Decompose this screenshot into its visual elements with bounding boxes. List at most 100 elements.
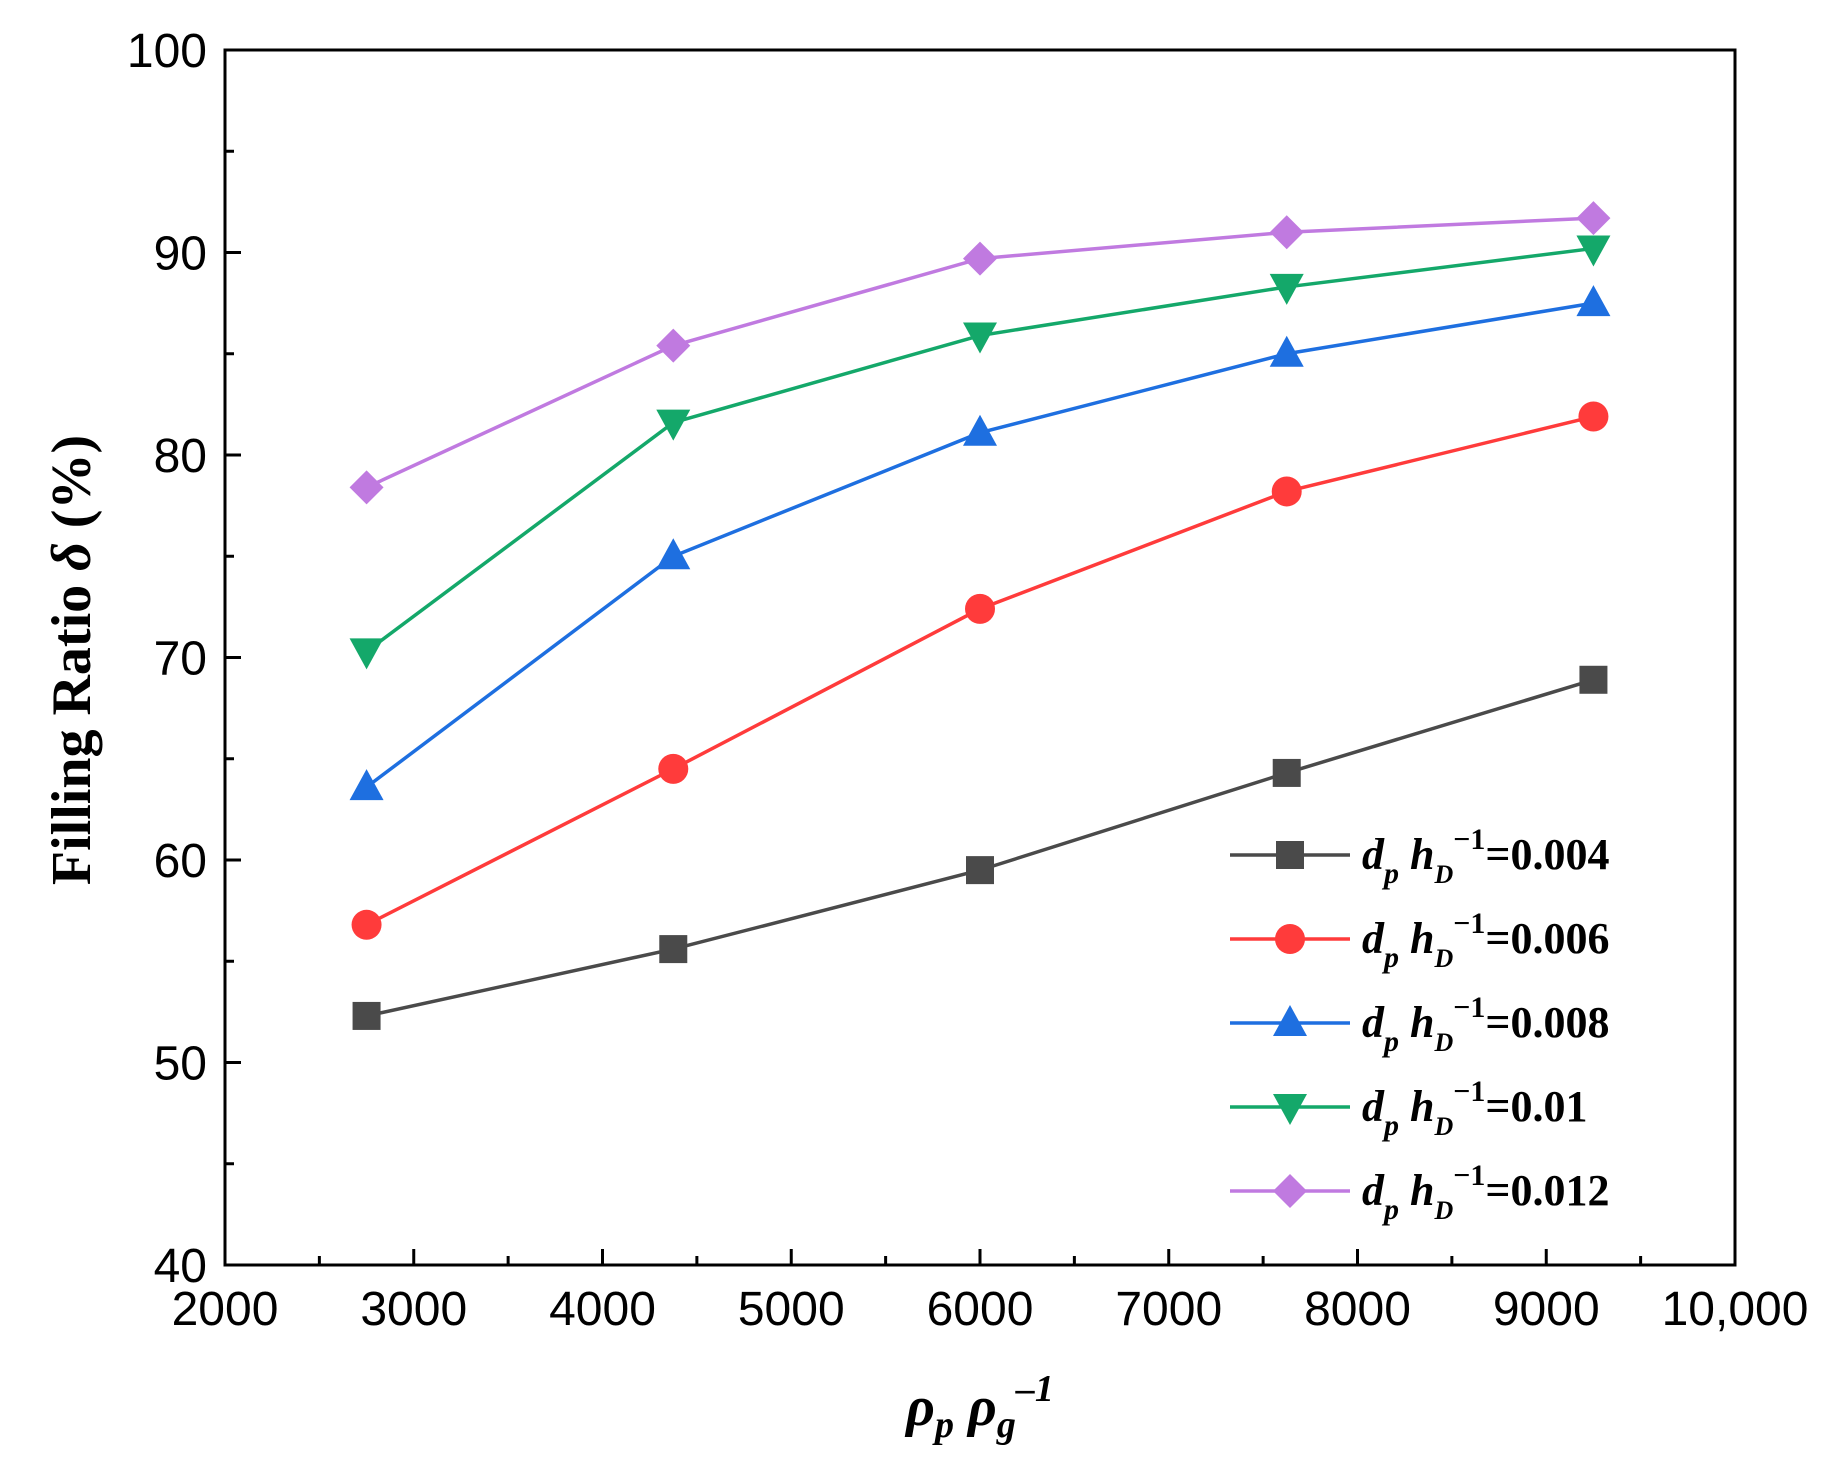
data-point (963, 322, 997, 354)
data-point (963, 241, 997, 276)
legend-sub-p: p (1381, 857, 1399, 890)
legend-sub-d: D (1433, 1028, 1453, 1057)
legend-var-h: h (1399, 830, 1434, 879)
legend-item: dp hD−1=0.008 (1230, 991, 1609, 1058)
legend-sub-d: D (1433, 1112, 1453, 1141)
x-tick-label: 4000 (549, 1283, 656, 1336)
series-line (365, 301, 1594, 789)
x-tick-label: 2000 (172, 1283, 279, 1336)
legend-item: dp hD−1=0.004 (1230, 823, 1609, 890)
legend-sup: −1 (1453, 823, 1485, 856)
x-tick-label: 3000 (360, 1283, 467, 1336)
data-point (349, 638, 384, 670)
legend-value: =0.004 (1485, 830, 1609, 879)
data-point (1576, 201, 1611, 236)
x-axis-title-sup: –1 (1015, 1368, 1054, 1410)
data-point (349, 769, 384, 801)
legend-sub-p: p (1381, 1109, 1399, 1142)
legend-marker (1273, 1094, 1307, 1125)
data-point (1272, 758, 1301, 787)
legend-var-h: h (1399, 1082, 1434, 1131)
legend-var-d: d (1362, 914, 1385, 963)
data-point (352, 1001, 381, 1030)
x-tick-label: 10,000 (1662, 1283, 1809, 1336)
y-tick-label: 90 (154, 228, 207, 281)
x-axis-title: ρp ρg–1 (904, 1368, 1054, 1446)
legend-sup: −1 (1453, 991, 1485, 1024)
data-point (656, 328, 691, 363)
legend-value: =0.01 (1485, 1082, 1587, 1131)
legend-marker (1273, 1005, 1307, 1036)
x-tick-label: 9000 (1493, 1283, 1600, 1336)
series-4 (349, 235, 1611, 670)
x-axis: 2000 3000 4000 5000 6000 7000 8000 9000 10,000 (172, 1249, 1809, 1336)
y-tick-label: 40 (154, 1240, 207, 1293)
data-point (1579, 665, 1608, 694)
legend-var-d: d (1362, 830, 1385, 879)
data-point (1271, 476, 1302, 507)
legend-var-h: h (1399, 998, 1434, 1047)
x-axis-title-sub-p: p (932, 1404, 954, 1446)
legend-sub-p: p (1381, 1193, 1399, 1226)
legend-sub-d: D (1433, 1196, 1453, 1225)
series-2 (351, 401, 1609, 940)
data-point (351, 909, 382, 940)
x-tick-label: 8000 (1304, 1283, 1411, 1336)
x-tick-label: 6000 (927, 1283, 1034, 1336)
series-line (365, 246, 1594, 653)
x-axis-title-sub-g: g (996, 1404, 1016, 1446)
data-point (656, 538, 691, 570)
legend-value: =0.012 (1485, 1166, 1609, 1215)
legend-sub-d: D (1433, 944, 1453, 973)
y-tick-label: 100 (127, 25, 207, 78)
legend-label: dp hD−1=0.004 (1362, 823, 1609, 890)
legend-sub-p: p (1381, 1025, 1399, 1058)
y-axis-title-symbol: δ (41, 542, 103, 571)
data-point (963, 414, 997, 446)
y-axis: 40 50 60 70 80 90 100 (127, 25, 241, 1293)
data-point (1269, 273, 1304, 305)
y-tick-label: 50 (154, 1038, 207, 1091)
legend-item: dp hD−1=0.006 (1230, 907, 1609, 974)
y-axis-title: Filling Ratio δ (%) (41, 435, 103, 885)
x-tick-label: 5000 (738, 1283, 845, 1336)
legend-marker (1273, 1174, 1307, 1208)
legend-var-d: d (1362, 1082, 1385, 1131)
legend-var-h: h (1399, 1166, 1434, 1215)
legend-label: dp hD−1=0.008 (1362, 991, 1609, 1058)
legend-sup: −1 (1453, 1075, 1485, 1108)
data-point (966, 856, 994, 885)
legend-item: dp hD−1=0.01 (1230, 1075, 1587, 1142)
legend-var-d: d (1362, 998, 1385, 1047)
y-tick-label: 60 (154, 835, 207, 888)
x-tick-label: 7000 (1115, 1283, 1222, 1336)
legend-item: dp hD−1=0.012 (1230, 1159, 1609, 1226)
data-point (656, 409, 691, 441)
y-tick-label: 70 (154, 633, 207, 686)
data-point (1576, 285, 1611, 317)
series-5 (349, 201, 1611, 505)
y-axis-title-unit: (%) (41, 435, 103, 542)
y-tick-label: 80 (154, 430, 207, 483)
data-point (965, 593, 995, 624)
legend-value: =0.006 (1485, 914, 1609, 963)
data-point (1269, 215, 1304, 250)
legend-sup: −1 (1453, 1159, 1485, 1192)
series-1 (352, 665, 1608, 1030)
y-axis-title-text: Filling Ratio (41, 571, 103, 885)
legend-marker (1275, 924, 1305, 954)
data-point (1269, 335, 1304, 367)
x-axis-title-rho-p: ρ (904, 1376, 935, 1438)
x-axis-title-rho-g: ρ (954, 1376, 997, 1438)
data-point (349, 470, 384, 505)
data-point (1578, 401, 1609, 432)
legend-value: =0.008 (1485, 998, 1609, 1047)
data-point (658, 753, 689, 784)
legend-sub-p: p (1381, 941, 1399, 974)
series-3 (349, 285, 1611, 801)
data-point (1576, 235, 1611, 267)
series-layer (349, 201, 1611, 1030)
data-point (659, 935, 688, 964)
